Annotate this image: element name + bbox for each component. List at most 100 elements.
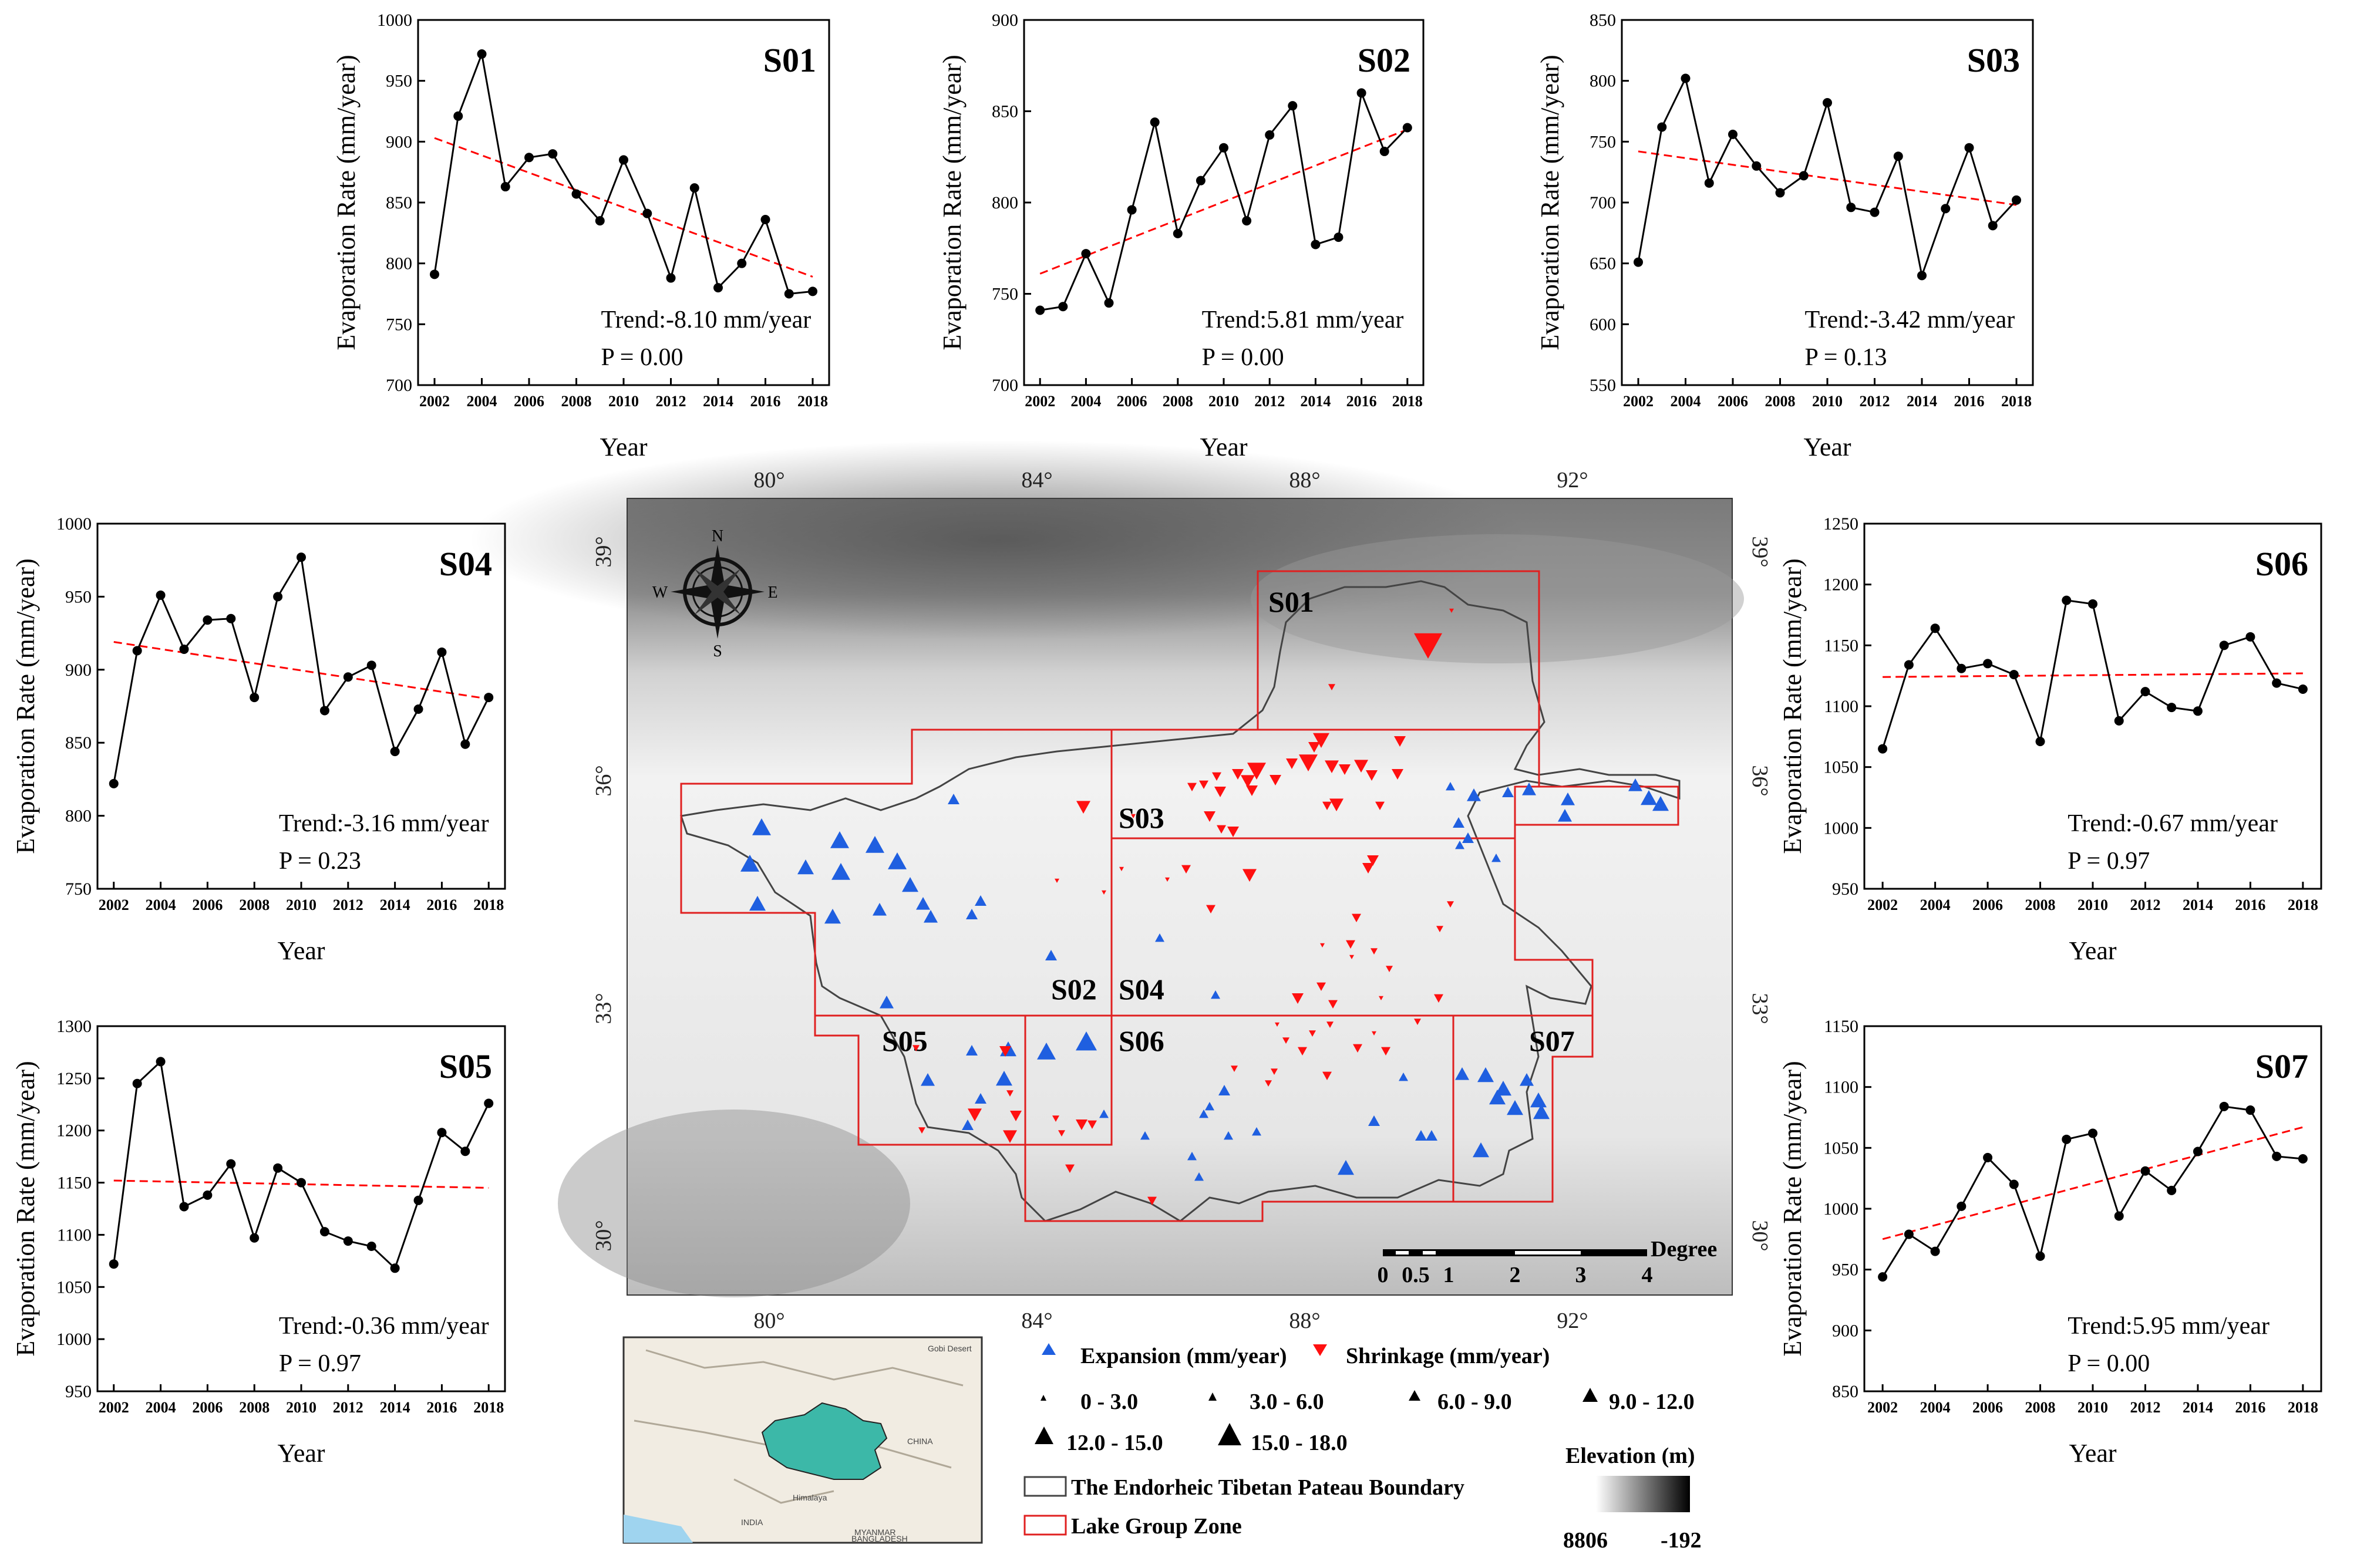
legend-boundary-swatch bbox=[1023, 1476, 1067, 1497]
data-point bbox=[2088, 599, 2097, 609]
shrinkage-lake bbox=[1270, 775, 1281, 785]
data-point bbox=[477, 49, 487, 59]
zone-label-s04: S04 bbox=[1119, 973, 1164, 1006]
shrinkage-lake bbox=[999, 1046, 1011, 1057]
expansion-lake bbox=[975, 895, 986, 906]
expansion-lake bbox=[1252, 1127, 1261, 1136]
xtick-label: 2016 bbox=[2235, 1399, 2265, 1416]
xtick-label: 2018 bbox=[473, 1399, 504, 1416]
panel-label: S07 bbox=[2255, 1047, 2308, 1085]
zone-s07-rect bbox=[1452, 1014, 1594, 1203]
data-point bbox=[109, 1259, 119, 1269]
xtick-label: 2010 bbox=[2077, 1399, 2108, 1416]
shrinkage-lake bbox=[1386, 966, 1393, 972]
xtick-label: 2002 bbox=[1867, 1399, 1898, 1416]
ytick-label: 850 bbox=[65, 733, 92, 753]
lon-bottom-label: 84° bbox=[1021, 1309, 1052, 1333]
data-point bbox=[1402, 123, 1412, 133]
panel-s07: 850 900 950 1000 1050 1100 1150 2002 2004 2006 200… bbox=[1778, 1017, 2322, 1468]
xtick-label: 2018 bbox=[2288, 896, 2318, 913]
data-point bbox=[2272, 1151, 2282, 1161]
ytick-label: 1000 bbox=[377, 11, 412, 30]
expansion-lake bbox=[1399, 1073, 1408, 1081]
expansion-lake bbox=[740, 855, 759, 872]
zone-label-s01: S01 bbox=[1268, 585, 1314, 618]
xtick-label: 2008 bbox=[561, 393, 592, 410]
expansion-lake bbox=[830, 831, 849, 848]
x-axis-label: Year bbox=[1803, 433, 1851, 461]
data-point bbox=[453, 111, 463, 121]
shrinkage-lake bbox=[1076, 801, 1090, 814]
panel-label: S05 bbox=[439, 1047, 492, 1085]
data-point bbox=[689, 183, 699, 193]
xtick-label: 2012 bbox=[1860, 393, 1890, 410]
shrinkage-lake bbox=[1379, 996, 1383, 1000]
trend-text: Trend:-0.67 mm/year bbox=[2068, 810, 2278, 837]
ytick-label: 1050 bbox=[1823, 1138, 1858, 1158]
map-graticule-labels: 80° 84° 88° 92° 80° 84° 88° 92° 39° 36° 33° 30° 39° 3… bbox=[591, 468, 1772, 1333]
ytick-label: 1050 bbox=[56, 1277, 92, 1297]
inset-label-bangladesh: BANGLADESH bbox=[851, 1534, 908, 1543]
size-icon-6 bbox=[1218, 1423, 1241, 1445]
legend-expansion-icon bbox=[1042, 1343, 1056, 1355]
scale-unit: Degree bbox=[1651, 1237, 1717, 1262]
data-point bbox=[413, 1195, 423, 1205]
shrinkage-lake bbox=[1392, 769, 1403, 780]
xtick-label: 2008 bbox=[2025, 896, 2056, 913]
lon-bottom-label: 88° bbox=[1289, 1309, 1320, 1333]
ytick-label: 900 bbox=[1832, 1321, 1858, 1340]
zone-label-s03: S03 bbox=[1119, 801, 1164, 834]
endorheic-boundary bbox=[680, 580, 1681, 1222]
xtick-label: 2018 bbox=[797, 393, 828, 410]
xtick-label: 2012 bbox=[2130, 1399, 2160, 1416]
expansion-lake bbox=[1187, 1152, 1197, 1161]
xtick-label: 2018 bbox=[2001, 393, 2032, 410]
shrinkage-lake bbox=[1329, 798, 1344, 811]
scale-tick-3: 3 bbox=[1575, 1263, 1587, 1287]
xtick-label: 2002 bbox=[99, 1399, 129, 1416]
data-point bbox=[226, 1159, 236, 1169]
xtick-label: 2004 bbox=[467, 393, 497, 410]
data-point bbox=[1823, 97, 1832, 107]
shrinkage-lake bbox=[1434, 994, 1443, 1003]
ytick-label: 700 bbox=[386, 376, 412, 395]
data-point bbox=[1893, 151, 1903, 161]
shrinkage-lake bbox=[1349, 955, 1354, 959]
ytick-label: 750 bbox=[386, 315, 412, 334]
data-point bbox=[2035, 1251, 2045, 1261]
xtick-label: 2010 bbox=[286, 1399, 316, 1416]
data-point bbox=[1634, 257, 1643, 267]
p-value-text: P = 0.97 bbox=[279, 1350, 361, 1377]
ytick-label: 750 bbox=[65, 879, 92, 899]
zone-labels: S01 S02 S03 S04 S05 S06 S07 bbox=[882, 585, 1575, 1057]
zone-label-s02: S02 bbox=[1051, 973, 1097, 1006]
expansion-lake bbox=[1218, 1085, 1230, 1095]
data-point bbox=[1878, 1272, 1888, 1282]
size-icon-2 bbox=[1208, 1392, 1217, 1401]
data-point bbox=[2009, 670, 2019, 680]
shrinkage-lake bbox=[1325, 760, 1339, 773]
expansion-lake bbox=[1446, 782, 1455, 791]
data-point bbox=[737, 258, 747, 268]
xtick-label: 2014 bbox=[380, 1399, 410, 1416]
size-label-5: 12.0 - 15.0 bbox=[1066, 1431, 1163, 1455]
xtick-label: 2012 bbox=[333, 896, 363, 913]
legend-shrinkage-icon bbox=[1313, 1344, 1327, 1356]
expansion-lake bbox=[1140, 1131, 1150, 1140]
data-point bbox=[1127, 205, 1137, 215]
shrinkage-lake bbox=[1299, 754, 1318, 771]
data-point bbox=[808, 286, 817, 296]
lat-left-label: 39° bbox=[591, 536, 616, 567]
data-point bbox=[413, 704, 423, 714]
data-point bbox=[179, 1202, 189, 1212]
shrinkage-lake bbox=[1447, 901, 1454, 908]
xtick-label: 2010 bbox=[2077, 896, 2108, 913]
data-point bbox=[437, 647, 447, 657]
inset-label-china: CHINA bbox=[907, 1437, 933, 1446]
xtick-label: 2006 bbox=[1117, 393, 1147, 410]
ytick-label: 900 bbox=[386, 132, 412, 151]
legend-zone-label: Lake Group Zone bbox=[1071, 1514, 1242, 1539]
scale-tick-1: 1 bbox=[1443, 1263, 1454, 1287]
shrinkage-lake bbox=[1381, 1047, 1390, 1056]
shrinkage-lake bbox=[1212, 772, 1221, 781]
